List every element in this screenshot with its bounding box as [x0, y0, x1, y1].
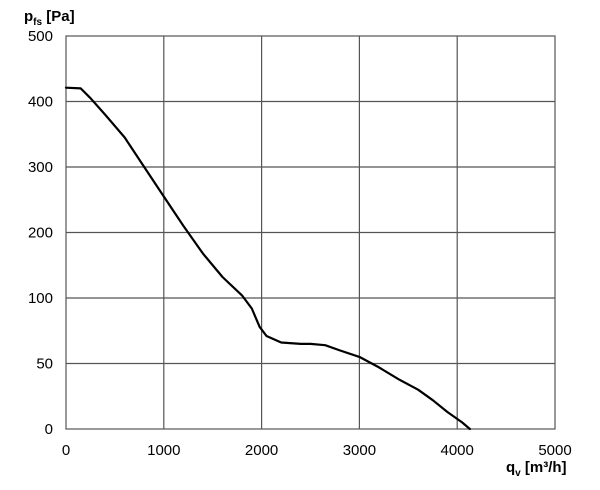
- x-tick-label: 4000: [441, 442, 474, 459]
- x-tick-label: 3000: [343, 442, 376, 459]
- x-axis-title: qv [m³/h]: [506, 459, 567, 479]
- chart-grid: [66, 36, 555, 429]
- plot-frame: [65, 35, 556, 430]
- x-tick-label: 1000: [147, 442, 180, 459]
- y-tick-label: 50: [36, 356, 53, 373]
- x-tick-label: 5000: [538, 442, 571, 459]
- y-axis-title: pfs [Pa]: [24, 8, 75, 28]
- pressure-curve: [64, 86, 471, 431]
- x-tick-label: 0: [62, 442, 70, 459]
- y-tick-label: 100: [28, 290, 53, 307]
- y-tick-label: 200: [28, 225, 53, 242]
- y-tick-labels: 0 50 100 200 300 400 500: [28, 28, 53, 438]
- x-tick-labels: 0 1000 2000 3000 4000 5000: [62, 442, 572, 459]
- y-tick-label: 500: [28, 28, 53, 45]
- y-tick-label: 0: [45, 421, 53, 438]
- y-tick-label: 300: [28, 159, 53, 176]
- y-tick-label: 400: [28, 94, 53, 111]
- x-tick-label: 2000: [245, 442, 278, 459]
